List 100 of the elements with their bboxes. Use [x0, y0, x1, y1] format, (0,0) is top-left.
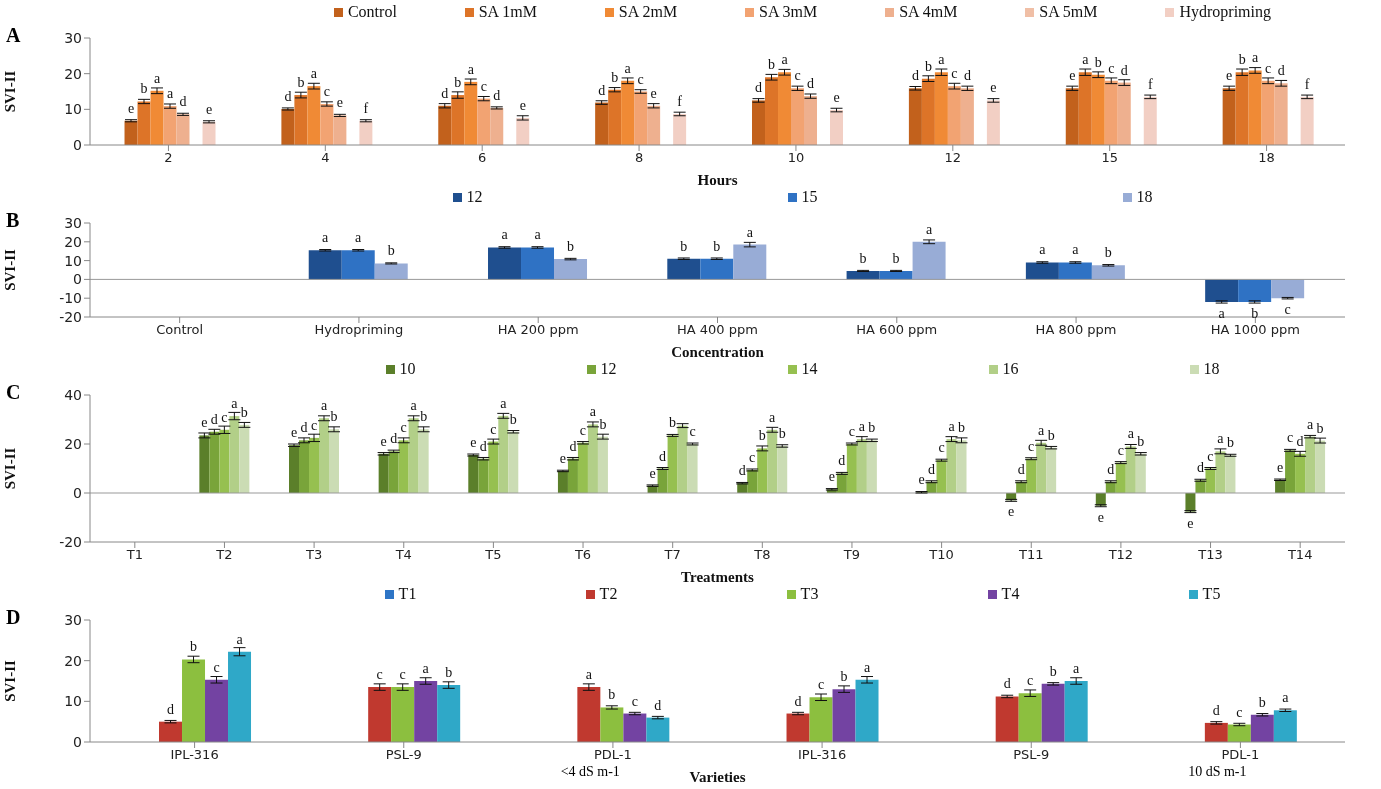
data-label: a — [746, 224, 754, 240]
y-tick-label: 20 — [64, 65, 82, 82]
y-tick-label: 40 — [64, 386, 82, 403]
y-tick-label: 30 — [64, 29, 82, 46]
bar — [1315, 440, 1326, 493]
data-label: e — [833, 90, 840, 106]
bar — [765, 77, 779, 145]
data-label: b — [1316, 420, 1324, 436]
bar — [137, 101, 151, 145]
bar — [1215, 451, 1226, 493]
x-axis-title: Concentration — [671, 344, 765, 360]
x-tick-label: PDL-1 — [1221, 747, 1260, 763]
bar — [879, 270, 913, 280]
bar — [319, 418, 330, 493]
y-tick-label: 0 — [73, 733, 82, 750]
y-tick-label: 20 — [64, 233, 82, 250]
data-label: a — [1252, 50, 1260, 66]
data-label: c — [1027, 673, 1034, 689]
bar — [866, 440, 877, 493]
data-label: d — [1277, 63, 1285, 79]
bar — [150, 90, 164, 145]
legend-label: 15 — [801, 188, 818, 206]
bar — [1250, 714, 1274, 742]
bar — [437, 685, 461, 742]
bar — [577, 687, 601, 742]
bar — [299, 440, 310, 493]
bar — [378, 453, 389, 493]
data-label: b — [240, 404, 248, 420]
x-tick-label: T12 — [1107, 547, 1134, 563]
data-label: a — [467, 61, 475, 77]
x-tick-label: PSL-9 — [385, 747, 422, 763]
x-tick-label: T10 — [928, 547, 954, 563]
data-label: b — [1047, 427, 1055, 443]
bar — [646, 717, 670, 742]
data-label: a — [1306, 416, 1314, 432]
bar — [567, 458, 578, 493]
data-label: a — [320, 398, 328, 414]
x-tick-label: 6 — [478, 150, 487, 166]
bar — [830, 110, 844, 145]
bar — [320, 103, 334, 145]
data-label: a — [925, 221, 933, 237]
bar — [521, 247, 555, 280]
bar — [595, 102, 609, 145]
data-label: a — [624, 60, 632, 76]
x-tick-label: HA 400 ppm — [677, 322, 758, 338]
data-label: a — [1218, 305, 1226, 321]
x-axis-title: Varieties — [689, 769, 746, 785]
x-tick-label: HA 200 ppm — [497, 322, 579, 338]
bar — [1036, 442, 1047, 493]
bar — [468, 455, 479, 493]
bar — [786, 713, 810, 742]
y-tick-label: 30 — [64, 214, 82, 231]
data-label: d — [493, 87, 501, 103]
legend-label: T4 — [1001, 585, 1020, 603]
data-label: c — [480, 78, 487, 94]
data-label: c — [1284, 302, 1291, 318]
bar — [621, 80, 635, 145]
y-tick-label: 0 — [73, 271, 82, 288]
legend-label: SA 5mM — [1039, 3, 1098, 21]
data-label: d — [569, 438, 577, 454]
bar — [294, 95, 308, 145]
x-tick-label: Hydropriming — [314, 322, 404, 338]
y-tick-label: 20 — [64, 652, 82, 669]
bar — [634, 91, 648, 145]
bar — [700, 258, 734, 280]
y-tick-label: 20 — [64, 435, 82, 452]
y-tick-label: 10 — [64, 101, 82, 118]
data-label: c — [1108, 60, 1115, 76]
bar — [1305, 436, 1316, 493]
bar — [1091, 265, 1125, 280]
bar — [159, 721, 183, 742]
x-tick-label: T9 — [842, 547, 861, 563]
data-label: e — [650, 85, 657, 101]
bar — [1285, 450, 1296, 493]
data-label: b — [140, 81, 148, 97]
x-tick-label: T3 — [305, 547, 323, 563]
bar — [778, 72, 792, 145]
legend-label: SA 1mM — [478, 3, 537, 21]
y-tick-label: 10 — [64, 252, 82, 269]
legend-label: Hydropriming — [1179, 3, 1271, 21]
x-tick-label: 10 — [787, 150, 805, 166]
x-tick-label: T2 — [215, 547, 233, 563]
bar — [1238, 279, 1272, 302]
bar — [936, 460, 947, 493]
y-tick-label: -10 — [59, 290, 82, 307]
bar — [1026, 458, 1037, 493]
bar — [199, 435, 210, 493]
bar — [391, 687, 415, 742]
bar — [1117, 82, 1131, 145]
y-tick-label: 30 — [64, 611, 82, 628]
bar — [1271, 279, 1305, 299]
bar — [791, 88, 805, 145]
x-tick-label: T6 — [573, 547, 592, 563]
bar — [1225, 455, 1236, 493]
bar — [947, 86, 961, 145]
y-tick-label: -20 — [59, 308, 82, 325]
data-label: d — [807, 76, 815, 92]
bar — [202, 121, 216, 145]
data-label: b — [420, 409, 428, 425]
x-axis-title: Treatments — [681, 569, 755, 585]
